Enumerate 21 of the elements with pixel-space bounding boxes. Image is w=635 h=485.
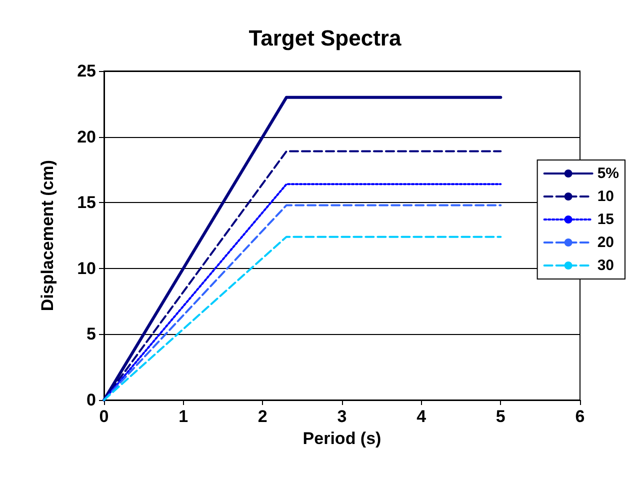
y-tick-label: 10 [77, 258, 96, 278]
legend-label: 20 [597, 234, 614, 251]
y-tick-label: 0 [86, 390, 96, 410]
y-axis-title: Displacement (cm) [38, 160, 57, 312]
x-tick-label: 0 [99, 407, 109, 426]
x-tick-label: 1 [178, 407, 188, 426]
y-tick-label: 25 [77, 62, 96, 80]
x-tick-label: 3 [337, 407, 347, 426]
x-tick-label: 6 [575, 407, 585, 426]
y-tick-label: 15 [77, 193, 96, 212]
legend-label: 15 [597, 211, 614, 228]
legend-label: 30 [597, 257, 614, 274]
x-axis-title: Period (s) [302, 428, 382, 448]
legend-label: 5% [597, 165, 620, 182]
x-tick-label: 5 [496, 407, 506, 426]
chart-title: Target Spectra [248, 26, 402, 50]
y-tick-label: 5 [86, 324, 96, 344]
x-tick-label: 4 [416, 407, 427, 426]
y-tick-label: 20 [77, 127, 96, 146]
x-tick-label: 2 [258, 407, 268, 426]
legend-label: 10 [597, 188, 614, 205]
